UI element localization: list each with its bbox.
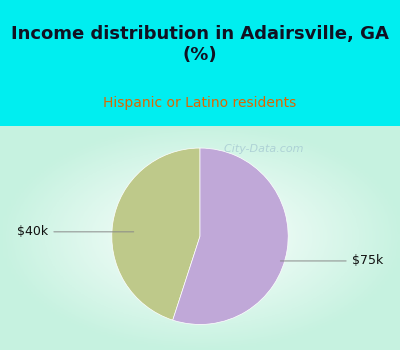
Text: $75k: $75k <box>280 254 383 267</box>
Wedge shape <box>112 148 200 320</box>
Text: Income distribution in Adairsville, GA
(%): Income distribution in Adairsville, GA (… <box>11 25 389 64</box>
Text: Hispanic or Latino residents: Hispanic or Latino residents <box>103 96 297 110</box>
Text: $40k: $40k <box>17 225 134 238</box>
Text: City-Data.com: City-Data.com <box>217 144 304 154</box>
Wedge shape <box>173 148 288 324</box>
